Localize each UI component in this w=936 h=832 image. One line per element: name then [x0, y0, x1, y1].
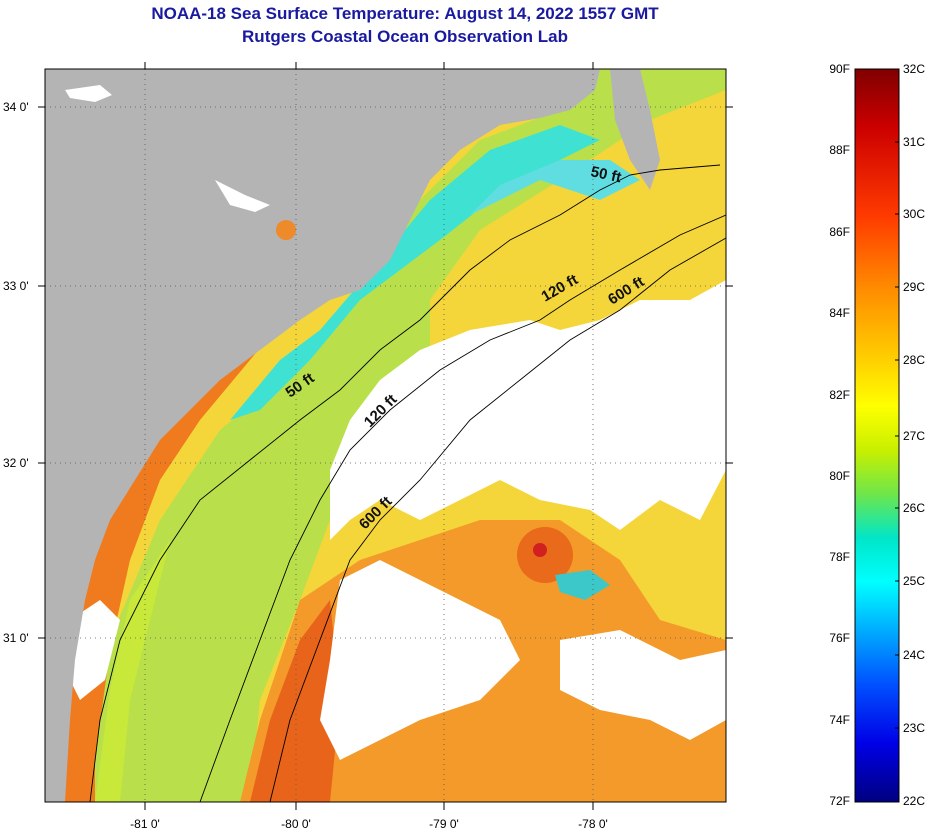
- colorbar: [854, 68, 900, 803]
- inland-lake: [215, 180, 270, 212]
- map-title: NOAA-18 Sea Surface Temperature: August …: [151, 4, 659, 23]
- colorbar-f-label: 82F: [829, 388, 850, 402]
- colorbar-f-label: 76F: [829, 631, 850, 645]
- land-mass: [45, 69, 600, 802]
- colorbar-c-label: 24C: [903, 648, 925, 662]
- lat-label: 33 0': [3, 279, 29, 293]
- warm-eddy: [517, 527, 573, 583]
- colorbar-c-label: 26C: [903, 501, 925, 515]
- colorbar-f-label: 86F: [829, 225, 850, 239]
- cool-water-cyan: [230, 125, 600, 420]
- colorbar-f-label: 80F: [829, 469, 850, 483]
- colorbar-c-label: 23C: [903, 721, 925, 735]
- colorbar-f-label: 72F: [829, 794, 850, 808]
- cloud-mass-southeast: [560, 630, 726, 740]
- map-ticks: [38, 62, 733, 810]
- contour-600ft: [269, 237, 726, 802]
- contour-label-50-north: 50 ft: [589, 163, 623, 186]
- hot-gulfstream: [250, 600, 340, 802]
- eddy-core: [533, 543, 547, 557]
- lon-label: -79 0': [429, 817, 459, 831]
- colorbar-c-label: 31C: [903, 135, 925, 149]
- lat-label: 32 0': [3, 456, 29, 470]
- colorbar-ticks: [895, 141, 899, 729]
- cloud-mass-central: [330, 280, 726, 540]
- depth-contours: [89, 164, 726, 802]
- shelf-water-green: [80, 69, 726, 802]
- inland-lake-warm: [276, 220, 296, 240]
- inland-lake: [65, 85, 112, 102]
- lat-label: 34 0': [3, 100, 29, 114]
- land-cape: [610, 69, 660, 190]
- cool-water-cyan-north: [470, 160, 640, 215]
- map-frame: [44, 68, 727, 803]
- map-subtitle: Rutgers Coastal Ocean Observation Lab: [242, 27, 568, 46]
- colorbar-c-label: 22C: [903, 794, 925, 808]
- colorbar-f-label: 74F: [829, 713, 850, 727]
- colorbar-c-label: 32C: [903, 62, 925, 76]
- colorbar-c-label: 25C: [903, 574, 925, 588]
- colorbar-f-label: 90F: [829, 62, 850, 76]
- colorbar-c-label: 27C: [903, 429, 925, 443]
- lon-label: -80 0': [281, 817, 311, 831]
- colorbar-c-label: 30C: [903, 207, 925, 221]
- graticule: [45, 69, 726, 802]
- nearshore-green: [95, 540, 170, 802]
- colorbar-c-label: 28C: [903, 353, 925, 367]
- lat-label: 31 0': [3, 631, 29, 645]
- cloud-mass-south: [320, 560, 520, 760]
- colorbar-c-label: 29C: [903, 280, 925, 294]
- lon-label: -81 0': [130, 817, 160, 831]
- colorbar-f-label: 88F: [829, 143, 850, 157]
- colorbar-f-label: 84F: [829, 306, 850, 320]
- colorbar-f-label: 78F: [829, 550, 850, 564]
- lon-label: -78 0': [578, 817, 608, 831]
- eddy-cool-edge: [555, 570, 610, 600]
- contour-120ft: [199, 214, 726, 802]
- contour-50ft: [89, 164, 721, 802]
